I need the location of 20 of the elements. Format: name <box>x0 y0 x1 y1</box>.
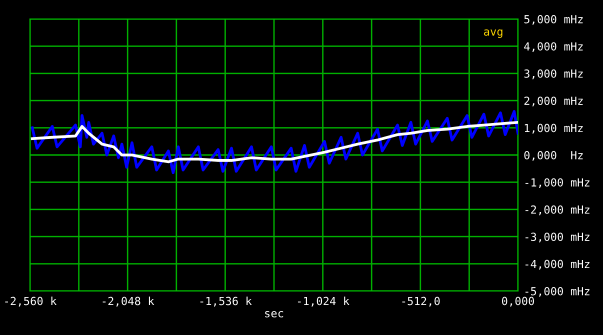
y-tick-label: 3,000 mHz <box>524 69 583 80</box>
x-tick-label: -1,024 k <box>298 296 350 307</box>
y-tick-label: 5,000 mHz <box>524 15 583 25</box>
y-tick-label: 4,000 mHz <box>524 42 583 52</box>
y-tick-label: 1,000 mHz <box>524 124 583 134</box>
x-tick-label: -2,560 k <box>5 296 57 307</box>
y-tick-label: -3,000 mHz <box>525 232 590 242</box>
x-tick-label: -1,536 k <box>200 296 252 307</box>
y-tick-label: -1,000 mHz <box>525 178 590 188</box>
y-tick-label: 2,000 mHz <box>524 96 583 106</box>
x-axis-title: sec <box>265 311 284 318</box>
y-tick-label: -2,000 mHz <box>525 205 590 216</box>
x-tick-label: -2,048 k <box>102 296 154 307</box>
y-tick-label: 0,000 Hz <box>524 151 583 161</box>
y-tick-label: -4,000 mHz <box>525 260 590 270</box>
y-tick-label: -5,000 mHz <box>525 287 590 297</box>
line-series <box>30 120 518 164</box>
annotation: avg <box>484 29 502 38</box>
x-tick-label: 0,000 <box>502 296 534 307</box>
x-tick-label: -512,0 <box>402 296 440 307</box>
